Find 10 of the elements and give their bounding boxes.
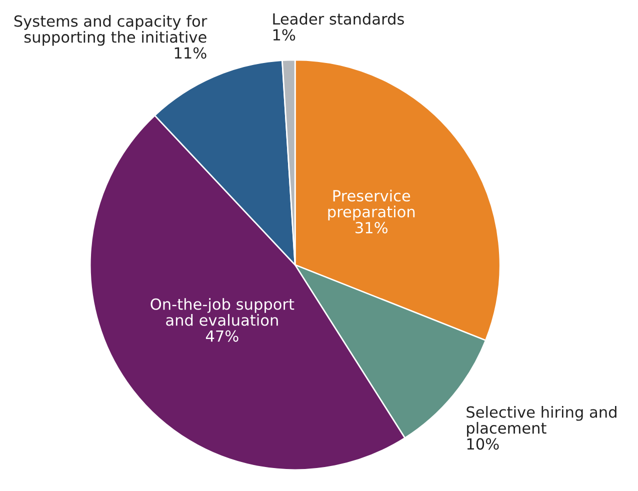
data-label: 47% [206,330,238,342]
data-label: 31% [356,222,388,234]
slice-label: Systems and capacity for supporting the initiative [14,15,208,46]
data-label: 1% [273,29,296,41]
data-label: 11% [174,47,206,59]
slice-label: Selective hiring and placement [466,406,616,437]
slice-label: Preservice preparation [328,190,415,220]
slice-label: Leader standards [273,12,404,25]
slice-label: On-the-job support and evaluation [150,298,294,326]
data-label: 10% [467,438,499,450]
